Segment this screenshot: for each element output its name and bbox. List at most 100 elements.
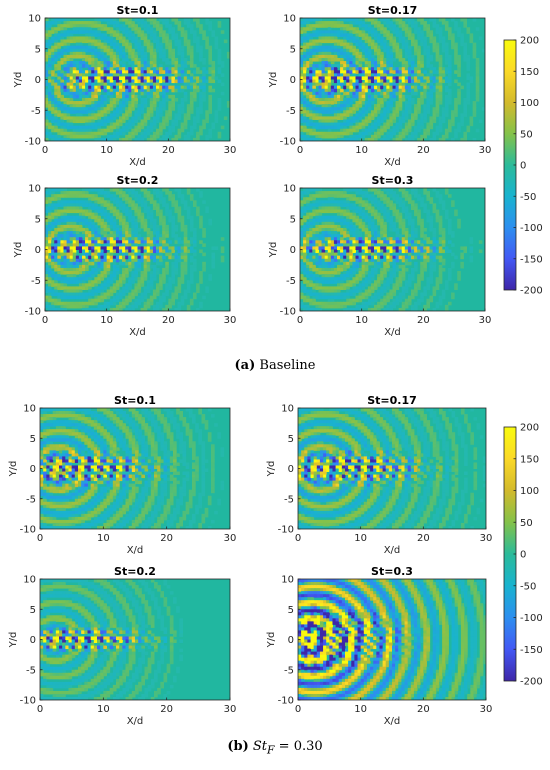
y-tick-label: 0 [290, 75, 296, 86]
y-tick-label: -5 [286, 276, 296, 287]
colorbar-tick-label: -200 [520, 286, 543, 297]
y-tick-label: -5 [286, 106, 296, 117]
panel-title: St=0.17 [368, 4, 418, 17]
y-tick-label: -10 [280, 137, 296, 148]
x-tick-label: 0 [295, 533, 301, 544]
y-tick-label: 0 [30, 635, 36, 646]
panel-b-4: St=0.3 0 10 20 30 10 5 0 -5 -10 X/d Y/d [266, 565, 492, 727]
y-tick-label: 0 [288, 464, 294, 475]
y-tick-label: -10 [280, 307, 296, 318]
colorbar-a: 200 150 100 50 0 -50 -100 -150 -200 [503, 36, 543, 297]
x-tick-label: 0 [37, 704, 43, 715]
y-tick-label: 5 [288, 605, 294, 616]
field-pattern [40, 579, 183, 700]
x-tick-label: 20 [162, 315, 175, 326]
x-tick-label: 20 [417, 533, 430, 544]
x-tick-label: 0 [297, 315, 303, 326]
y-tick-label: -10 [20, 696, 36, 707]
colorbar-tick-label: 200 [520, 36, 539, 47]
x-tick-label: 30 [224, 704, 237, 715]
y-tick-label: 10 [28, 184, 41, 195]
x-tick-label: 0 [297, 145, 303, 156]
y-tick-label: 10 [281, 575, 294, 586]
y-tick-label: -10 [25, 137, 41, 148]
y-tick-label: 10 [283, 184, 296, 195]
x-tick-label: 20 [417, 704, 430, 715]
colorbar-tick-label: -100 [520, 613, 543, 624]
colorbar-tick-label: -200 [520, 677, 543, 688]
y-tick-label: 10 [23, 404, 36, 415]
y-tick-label: 0 [35, 245, 41, 256]
y-tick-label: 5 [290, 214, 296, 225]
x-tick-label: 0 [37, 533, 43, 544]
x-axis-label: X/d [127, 716, 144, 727]
x-tick-label: 10 [354, 533, 367, 544]
colorbar-tick-label: -50 [520, 581, 536, 592]
colorbar-tick-label: 0 [520, 550, 526, 561]
y-tick-label: 5 [290, 44, 296, 55]
colorbar-tick-label: -150 [520, 254, 543, 265]
y-axis-label: Y/d [268, 72, 279, 89]
y-tick-label: -10 [278, 525, 294, 536]
y-tick-label: -5 [26, 665, 36, 676]
x-tick-label: 10 [97, 704, 110, 715]
x-tick-label: 0 [295, 704, 301, 715]
y-tick-label: 0 [288, 635, 294, 646]
x-tick-label: 0 [42, 315, 48, 326]
x-axis-label: X/d [129, 327, 146, 338]
y-axis-label: Y/d [8, 461, 19, 478]
panel-b-1: St=0.1 0 10 20 30 10 5 0 -5 -10 X/d Y/d [8, 394, 236, 556]
panel-a-3: St=0.2 0 10 20 30 10 5 0 -5 -10 X/d Y/d [13, 174, 236, 338]
y-tick-label: 5 [35, 44, 41, 55]
y-tick-label: 10 [23, 575, 36, 586]
caption-a-label: (a) [234, 358, 256, 373]
panel-title: St=0.3 [372, 174, 414, 187]
x-tick-label: 20 [160, 704, 173, 715]
x-tick-label: 10 [97, 533, 110, 544]
x-axis-label: X/d [384, 716, 401, 727]
y-tick-label: 0 [290, 245, 296, 256]
x-tick-label: 30 [480, 704, 493, 715]
panel-a-4: St=0.3 0 10 20 30 10 5 0 -5 -10 X/d Y/d [268, 174, 491, 338]
panel-a-1: St=0.1 0 10 20 30 10 5 0 -5 -10 X/d Y/d [13, 4, 236, 168]
x-tick-label: 20 [417, 145, 430, 156]
y-tick-label: -5 [284, 494, 294, 505]
y-tick-label: -10 [25, 307, 41, 318]
x-tick-label: 10 [100, 315, 113, 326]
x-tick-label: 10 [100, 145, 113, 156]
field-pattern [300, 188, 483, 311]
caption-b-rest: = 0.30 [274, 739, 323, 754]
y-axis-label: Y/d [266, 632, 277, 649]
colorbar-tick-label: 50 [520, 518, 533, 529]
y-tick-label: 0 [30, 464, 36, 475]
field-pattern [45, 18, 230, 141]
field-pattern [40, 408, 225, 529]
y-tick-label: -5 [26, 494, 36, 505]
x-axis-label: X/d [129, 157, 146, 168]
x-tick-label: 10 [355, 315, 368, 326]
x-tick-label: 30 [479, 315, 492, 326]
caption-b-text: St [252, 739, 268, 754]
y-tick-label: -5 [31, 276, 41, 287]
panel-title: St=0.2 [117, 174, 159, 187]
colorbar-tick-label: 0 [520, 161, 526, 172]
y-tick-label: 5 [288, 434, 294, 445]
field-pattern [45, 188, 225, 311]
x-axis-label: X/d [384, 327, 401, 338]
colorbar-tick-label: 200 [520, 423, 539, 434]
caption-a: (a) Baseline [0, 358, 550, 373]
caption-b-label: (b) [227, 739, 249, 754]
colorbar-tick-label: 150 [520, 454, 539, 465]
panel-a-2: St=0.17 0 10 20 30 10 5 0 -5 -10 X/d Y/d [268, 4, 491, 168]
field-pattern [300, 18, 485, 141]
x-tick-label: 30 [479, 145, 492, 156]
colorbar-tick-label: 100 [520, 486, 539, 497]
x-tick-label: 20 [162, 145, 175, 156]
panel-title: St=0.17 [367, 394, 417, 407]
y-tick-label: 5 [30, 434, 36, 445]
y-axis-label: Y/d [8, 632, 19, 649]
x-axis-label: X/d [384, 157, 401, 168]
y-tick-label: 0 [35, 75, 41, 86]
colorbar-tick-label: 100 [520, 98, 539, 109]
